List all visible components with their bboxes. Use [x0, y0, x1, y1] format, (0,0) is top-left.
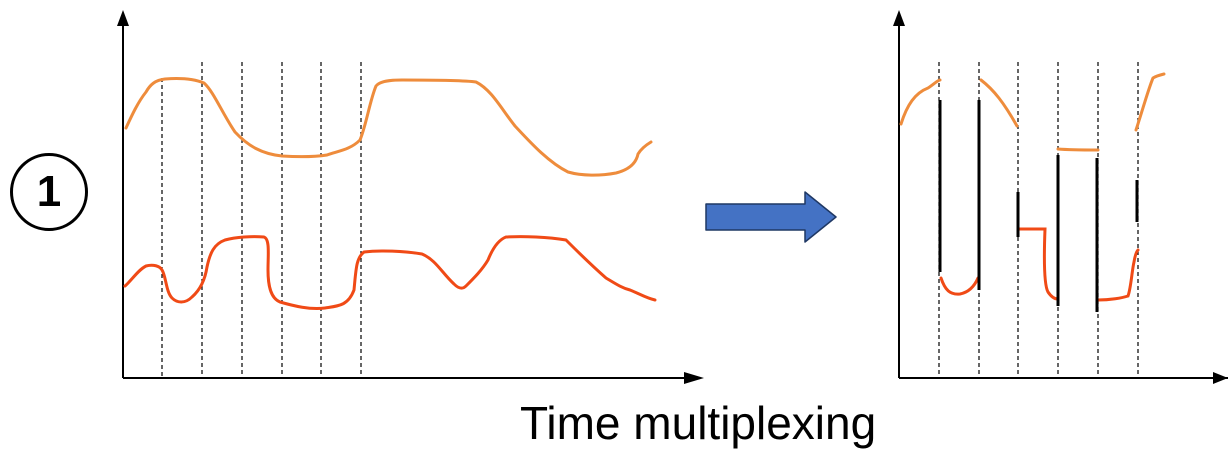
right-panel-plot [893, 10, 1228, 384]
right-signal-bottom-segment [1096, 248, 1140, 302]
step-number-label: 1 [36, 167, 62, 216]
right-signal-bottom-segment [1016, 227, 1060, 301]
right-signal-bottom-segment [939, 276, 980, 296]
right-signal-top-segment [899, 78, 942, 126]
diagram-caption: Time multiplexing [520, 397, 877, 449]
left-y-axis-arrowhead [117, 10, 129, 26]
right-signal-top-segment [979, 78, 1019, 128]
right-signal-top-segment [1134, 72, 1166, 132]
transform-arrow-icon [705, 191, 837, 243]
right-signal-top-segment [1056, 147, 1100, 152]
right-y-axis-arrowhead [893, 10, 905, 26]
left-signal-top-curve [124, 77, 653, 177]
step-number-badge: 1 [10, 153, 88, 231]
right-time-slot-dividers [938, 62, 1139, 378]
right-x-axis-arrowhead [1213, 372, 1228, 384]
right-switch-transitions [938, 100, 1139, 312]
left-time-slot-dividers [161, 62, 362, 378]
left-panel-plot [117, 10, 704, 384]
left-signal-bottom-curve [123, 235, 657, 310]
left-x-axis-arrowhead [684, 372, 704, 384]
